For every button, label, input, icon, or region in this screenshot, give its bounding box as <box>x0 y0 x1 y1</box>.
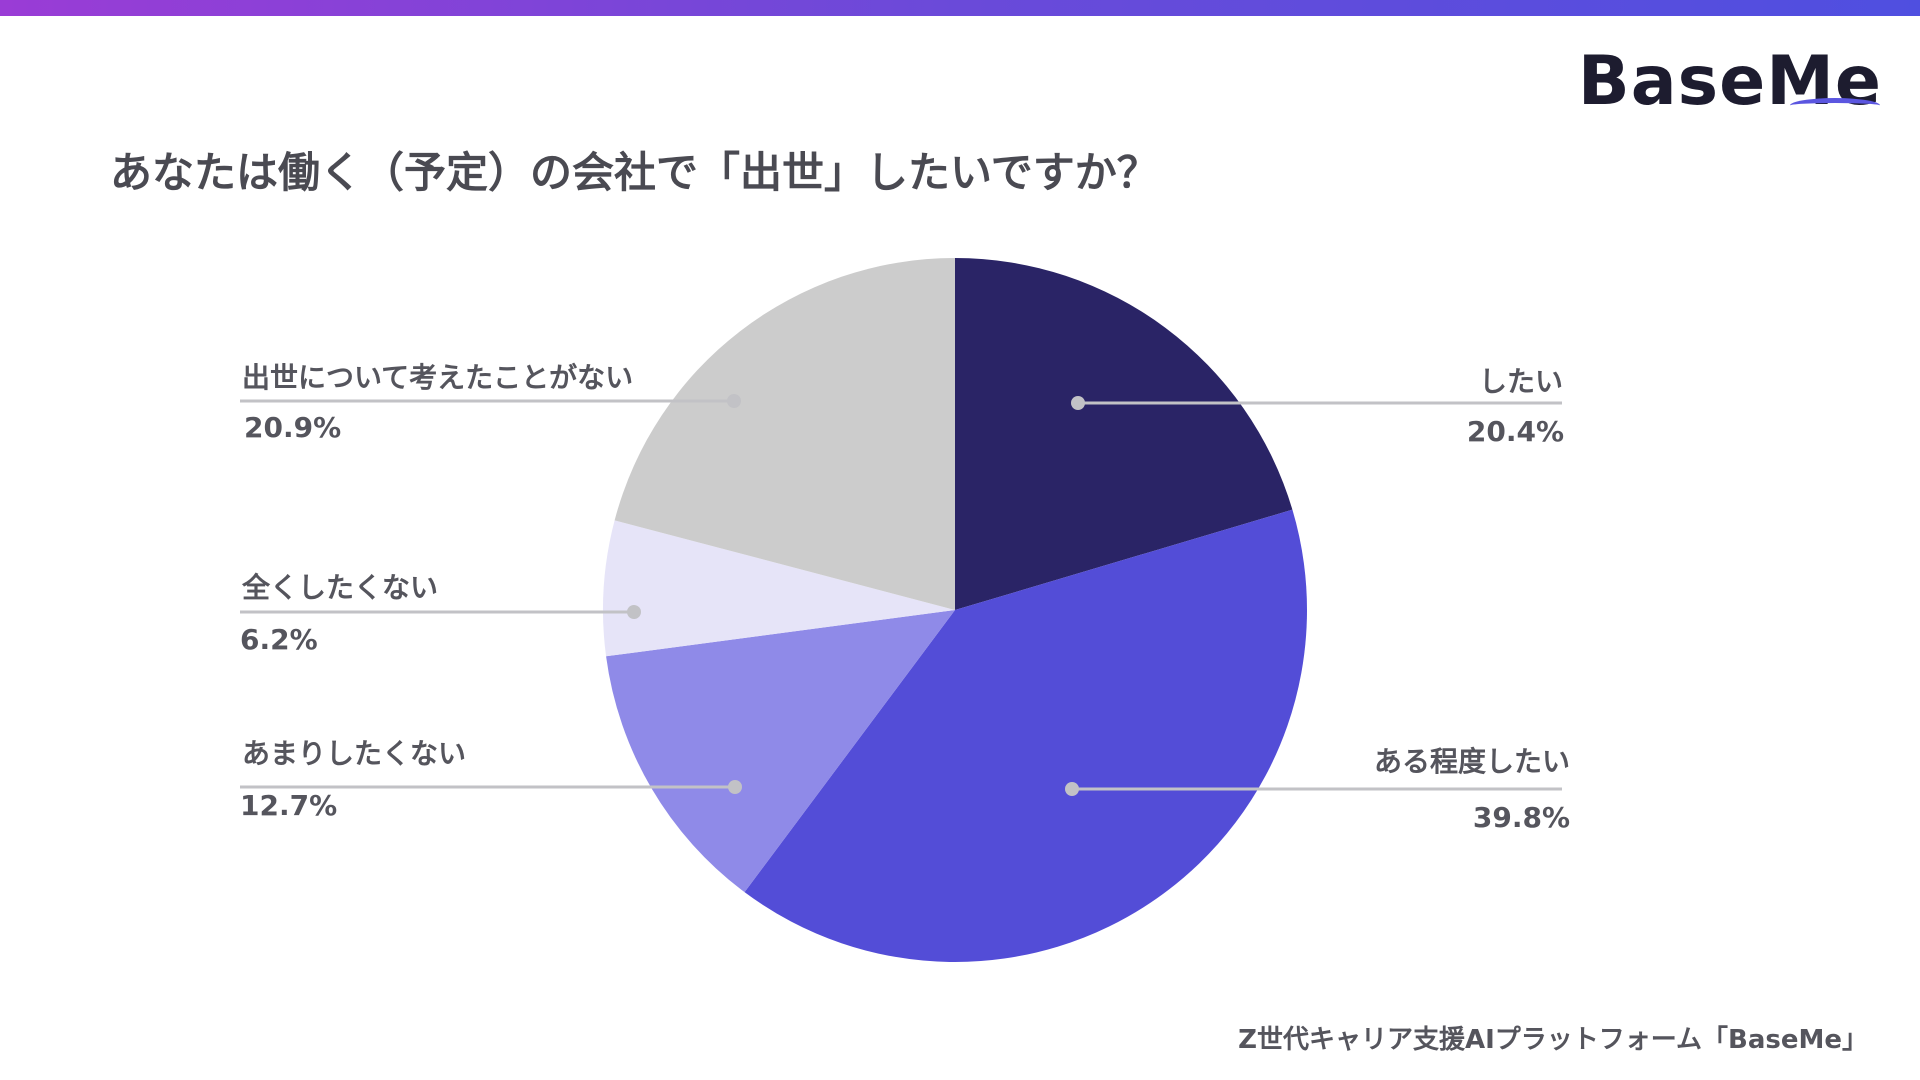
chart-title: あなたは働く（予定）の会社で「出世」したいですか？ <box>110 148 1159 197</box>
leader-dot-4 <box>727 394 741 408</box>
leader-lines <box>240 394 1562 796</box>
leader-dot-3 <box>627 605 641 619</box>
slice-value-amari: 12.7% <box>240 789 338 822</box>
top-gradient-bar <box>0 0 1920 16</box>
pie-slice-4 <box>614 258 955 610</box>
pie-slice-0 <box>955 258 1293 610</box>
leader-dot-0 <box>1071 396 1085 410</box>
slice-label-amari: あまりしたくない <box>242 737 467 770</box>
slice-value-aruteido: 39.8% <box>1472 801 1570 834</box>
leader-dot-2 <box>728 780 742 794</box>
slice-label-mattaku: 全くしたくない <box>242 571 439 604</box>
slice-label-aruteido: ある程度したい <box>1373 745 1570 778</box>
slice-value-mattaku: 6.2% <box>240 623 318 656</box>
footer-caption: Z世代キャリア支援AIプラットフォーム「BaseMe」 <box>1238 1025 1868 1055</box>
pie-slice-2 <box>606 610 955 893</box>
slice-value-shitai: 20.4% <box>1466 415 1564 448</box>
leader-dot-1 <box>1065 782 1079 796</box>
slice-value-kangaeta: 20.9% <box>244 411 342 444</box>
slice-label-kangaeta: 出世について考えたことがない <box>242 361 634 394</box>
pie-slice-3 <box>602 520 955 657</box>
pie-slice-1 <box>744 509 1307 962</box>
logo-underline-swoosh <box>1790 98 1880 113</box>
pie-slices <box>602 258 1307 962</box>
slice-label-shitai: したい <box>1478 365 1563 398</box>
